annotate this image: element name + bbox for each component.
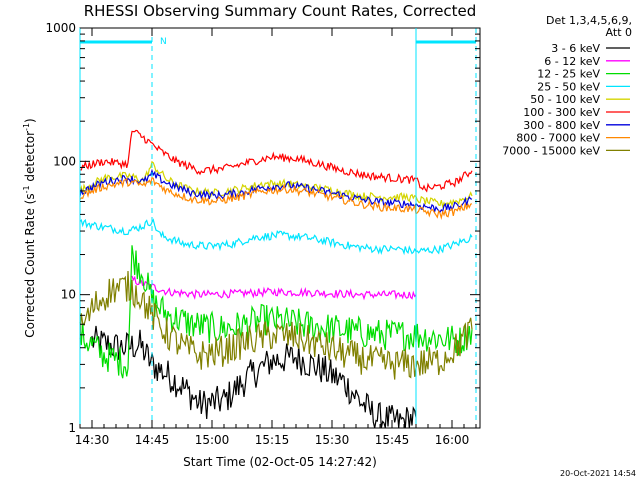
legend-label-9: 7000 - 15000 keV: [502, 144, 600, 157]
x-tick-label-6: 15:45: [375, 433, 410, 447]
series-line-1: [91, 325, 417, 429]
y-axis-ticks: 1 10 100 1000: [45, 21, 480, 435]
legend-label-5: 50 - 100 keV: [530, 93, 600, 106]
y-tick-label-4: 1000: [45, 21, 76, 35]
series-line-2: [131, 275, 417, 301]
series-line-9: [79, 270, 473, 380]
x-axis-ticks: 14:30 14:45 15:00 15:15 15:30 15:45 16:00: [75, 28, 477, 447]
legend-header-line1: Det 1,3,4,5,6,9,: [546, 14, 632, 27]
legend-label-6: 100 - 300 keV: [523, 106, 600, 119]
legend-label-7: 300 - 800 keV: [523, 119, 600, 132]
flag-label: N: [160, 37, 167, 47]
x-tick-label-3: 15:00: [195, 433, 230, 447]
x-axis-label: Start Time (02-Oct-05 14:27:42): [183, 455, 377, 469]
y-tick-label-3: 100: [53, 154, 76, 168]
series-line-7: [79, 168, 473, 214]
series-line-3: [79, 245, 473, 379]
legend-label-8: 800 - 7000 keV: [516, 132, 600, 145]
series-line-8: [79, 176, 473, 221]
series-line-6: [79, 129, 473, 193]
legend-label-2: 6 - 12 keV: [544, 55, 600, 68]
x-tick-label-2: 14:45: [135, 433, 170, 447]
legend-label-4: 25 - 50 keV: [537, 80, 600, 93]
y-axis-label: Corrected Count Rate (s-1 detector-1): [22, 118, 37, 337]
y-tick-label-2: 10: [61, 288, 76, 302]
legend-label-1: 3 - 6 keV: [551, 42, 600, 55]
chart-title: RHESSI Observing Summary Count Rates, Co…: [84, 2, 477, 20]
legend-header-line2: Att 0: [606, 26, 632, 39]
legend-label-3: 12 - 25 keV: [537, 68, 600, 81]
series-line-4: [79, 218, 473, 256]
x-tick-label-4: 15:15: [255, 433, 290, 447]
time-markers: N: [79, 28, 477, 428]
x-tick-label-5: 15:30: [315, 433, 350, 447]
series-layer: [79, 129, 473, 429]
y-tick-label-1: 1: [68, 421, 76, 435]
x-tick-label-1: 14:30: [75, 433, 110, 447]
x-tick-label-7: 16:00: [435, 433, 470, 447]
footer-timestamp: 20-Oct-2021 14:54: [560, 469, 636, 478]
